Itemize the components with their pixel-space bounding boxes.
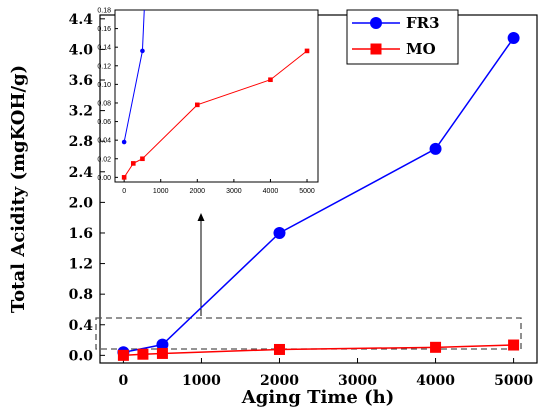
zoom-arrow-head <box>197 213 205 221</box>
inset-data-point-mo <box>121 175 127 180</box>
inset-axis-ticks: 0 1000 2000 3000 4000 5000 0.00 0.02 0.04 0.06 0.0… <box>97 8 315 196</box>
inset-x-tick-label: 4000 <box>263 188 279 195</box>
legend-marker-mo <box>370 43 382 55</box>
inset-y-tick-label: 0.16 <box>97 26 111 33</box>
x-axis-title: Aging Time (h) <box>241 387 394 408</box>
main-data-point-fr3 <box>429 142 442 155</box>
inset-y-tick-label: 0.06 <box>97 119 111 126</box>
inset-x-tick-label: 5000 <box>299 188 315 195</box>
legend: FR3 MO <box>346 9 459 65</box>
main-data-point-fr3 <box>507 31 520 44</box>
main-y-tick-label: 0.0 <box>69 348 94 364</box>
inset-data-point-fr3 <box>140 48 145 54</box>
main-x-tick-label: 5000 <box>494 373 533 389</box>
main-x-tick-label: 3000 <box>338 373 377 389</box>
inset-y-tick-label: 0.10 <box>97 82 111 89</box>
main-x-tick-label: 0 <box>119 373 129 389</box>
y-axis-title: Total Acidity (mgKOH/g) <box>8 65 29 313</box>
inset-y-tick-label: 0.00 <box>97 175 111 182</box>
main-series-line-mo <box>123 344 514 357</box>
main-data-point-mo <box>117 349 129 361</box>
inset-data-point-mo <box>268 77 273 83</box>
main-y-tick-label: 1.2 <box>69 257 93 273</box>
inset-x-tick-label: 0 <box>122 188 126 195</box>
main-data-point-mo <box>430 341 442 353</box>
inset-series-line-mo <box>123 50 308 178</box>
main-y-tick-label: 3.2 <box>69 104 93 120</box>
inset-x-tick-label: 3000 <box>226 188 242 195</box>
main-y-tick-label: 0.8 <box>69 287 93 303</box>
inset-y-tick-label: 0.04 <box>97 138 111 145</box>
main-x-tick-label: 1000 <box>182 373 221 389</box>
inset-series-group <box>121 9 310 180</box>
inset-data-point-fr3 <box>121 139 127 145</box>
main-data-point-fr3 <box>273 226 286 239</box>
main-data-point-mo <box>137 348 149 360</box>
legend-label-fr3: FR3 <box>406 14 440 32</box>
legend-marker-fr3 <box>370 17 382 29</box>
inset-data-point-mo <box>194 102 200 108</box>
inset-plot-frame <box>114 9 319 183</box>
inset-x-tick-label: 1000 <box>153 188 169 195</box>
inset-y-tick-label: 0.18 <box>97 8 111 15</box>
main-y-tick-label: 2.0 <box>69 195 94 211</box>
main-data-point-mo <box>156 347 168 359</box>
inset-y-tick-label: 0.12 <box>97 63 111 70</box>
main-y-tick-label: 1.6 <box>69 226 93 242</box>
inset-y-tick-label: 0.14 <box>97 45 111 52</box>
main-series-group <box>117 31 520 361</box>
main-x-tick-label: 2000 <box>260 373 299 389</box>
main-axis-ticks: 0 1000 2000 3000 4000 5000 0.0 0.4 0.8 1.2 1.6 2.0 2… <box>69 12 534 389</box>
legend-label-mo: MO <box>406 40 436 58</box>
zoom-region-box <box>95 317 522 350</box>
main-data-point-fr3 <box>156 338 169 351</box>
main-y-tick-label: 2.8 <box>69 134 93 150</box>
legend-box <box>346 9 459 65</box>
main-y-tick-label: 4.4 <box>69 12 94 28</box>
inset-data-point-mo <box>140 156 145 162</box>
inset-data-point-mo <box>304 48 310 54</box>
inset-y-tick-label: 0.08 <box>97 100 111 107</box>
main-data-point-mo <box>273 343 285 355</box>
main-y-tick-label: 3.6 <box>69 73 93 89</box>
main-y-tick-label: 0.4 <box>69 318 94 334</box>
inset-x-tick-label: 2000 <box>190 188 206 195</box>
main-y-tick-label: 4.0 <box>69 42 94 58</box>
main-data-point-mo <box>508 339 520 351</box>
inset-data-point-mo <box>130 161 136 166</box>
main-x-tick-label: 4000 <box>416 373 455 389</box>
inset-y-tick-label: 0.02 <box>97 156 111 163</box>
main-y-tick-label: 2.4 <box>69 165 94 181</box>
